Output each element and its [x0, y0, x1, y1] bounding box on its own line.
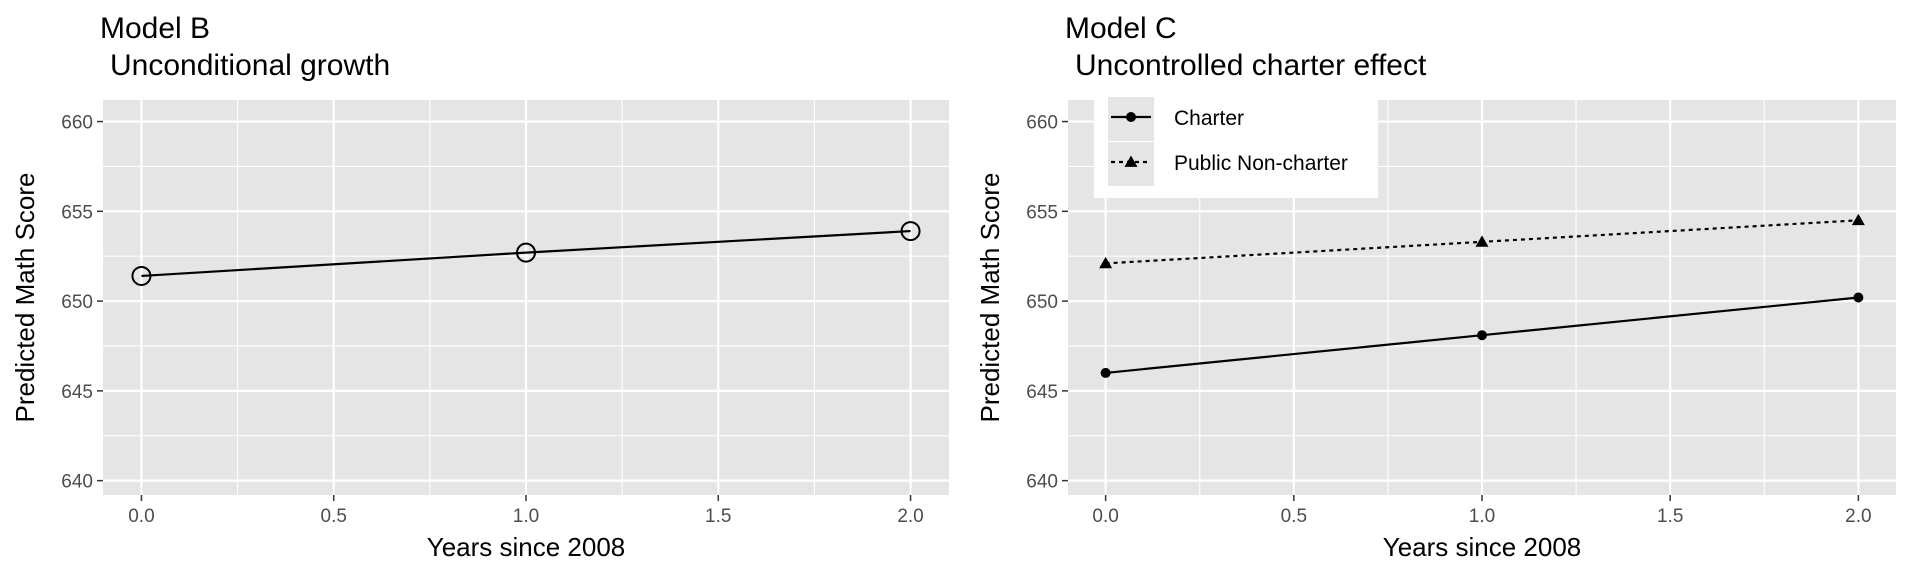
- x-tick-label: 1.5: [705, 506, 731, 527]
- data-point-1-3: [900, 221, 921, 242]
- data-point-1-2: [1477, 330, 1487, 341]
- x-tick-label: 2.0: [1845, 506, 1871, 527]
- y-axis-title: Predicted Math Score: [10, 172, 40, 422]
- chart-subtitle: Unconditional growth: [110, 49, 390, 82]
- x-tick-label: 2.0: [897, 506, 923, 527]
- x-tick-label: 1.5: [1657, 506, 1683, 527]
- x-tick-label: 1.0: [1469, 506, 1495, 527]
- chart-subtitle: Uncontrolled charter effect: [1075, 49, 1427, 82]
- y-tick-label: 655: [61, 202, 93, 223]
- x-axis-title: Years since 2008: [427, 532, 626, 562]
- data-point-1-1: [131, 265, 152, 286]
- x-tick-label: 0.5: [321, 506, 347, 527]
- y-tick-label: 650: [1026, 292, 1058, 313]
- y-axis-title: Predicted Math Score: [975, 172, 1005, 422]
- data-point-2-3: [1851, 213, 1865, 226]
- x-tick-label: 0.5: [1281, 506, 1307, 527]
- data-point-2-2: [1475, 235, 1489, 247]
- y-tick-label: 660: [61, 113, 93, 134]
- legend-label-1: Charter: [1174, 107, 1244, 130]
- data-point-1-2: [516, 242, 536, 263]
- y-tick-label: 660: [1026, 113, 1058, 134]
- legend-label-2: Public Non-charter: [1174, 152, 1348, 175]
- panel-2: 0.0 0.5 1.0 1.5 2.0 640 645 650 655 660 Model C Unc…: [975, 12, 1896, 562]
- y-tick-label: 645: [1026, 382, 1058, 403]
- x-tick-label: 1.0: [513, 506, 539, 527]
- data-point-2-1: [1099, 256, 1113, 269]
- legend-key-marker-2: [1124, 155, 1138, 167]
- y-tick-label: 650: [61, 292, 93, 313]
- panel-1: 0.0 0.5 1.0 1.5 2.0 640 645 650 655 660 Model B Unc…: [10, 12, 949, 562]
- legend: Charter Public Non-charter: [1094, 92, 1378, 198]
- y-tick-label: 655: [1026, 202, 1058, 223]
- x-tick-label: 0.0: [1092, 506, 1118, 527]
- series-line-1: [141, 229, 911, 278]
- data-point-1-3: [1853, 292, 1864, 303]
- chart-title: Model B: [100, 12, 210, 45]
- legend-key-marker-1: [1126, 112, 1136, 122]
- y-tick-label: 640: [1026, 472, 1058, 493]
- data-point-1-1: [1100, 367, 1111, 378]
- y-tick-label: 640: [61, 472, 93, 493]
- chart-title: Model C: [1065, 12, 1177, 45]
- y-tick-label: 645: [61, 382, 93, 403]
- x-axis-title: Years since 2008: [1383, 532, 1582, 562]
- x-tick-label: 0.0: [128, 506, 154, 527]
